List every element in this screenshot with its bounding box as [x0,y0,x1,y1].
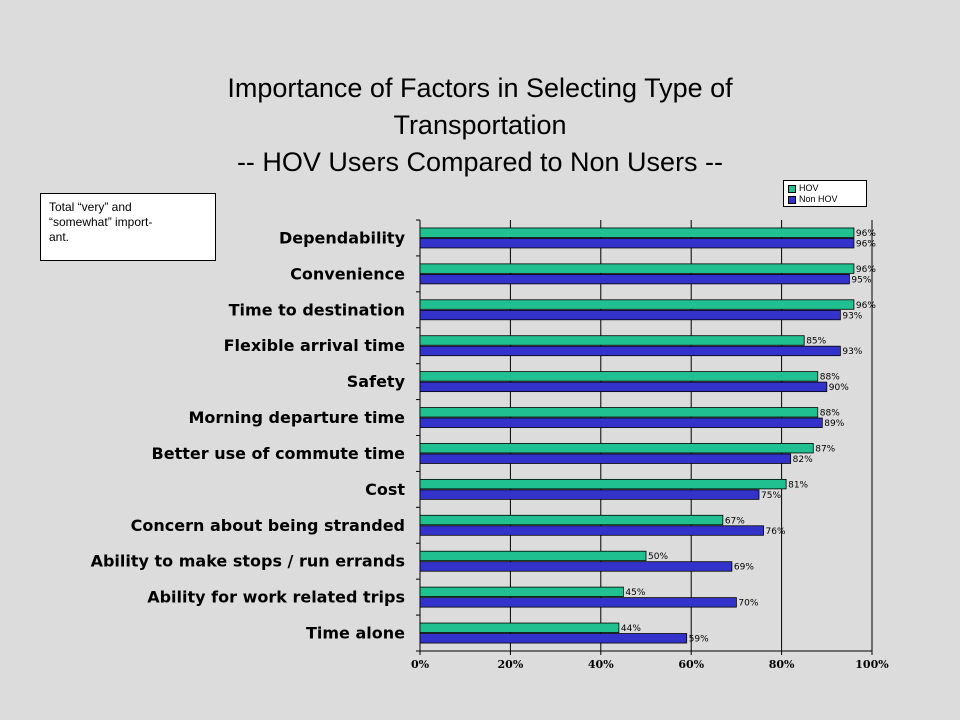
x-tick-label: 20% [498,658,524,671]
data-label-non-hov-cost: 75% [761,491,781,501]
bar-non-hov-better-use-of-commute-time [419,453,792,464]
title-line-1: Importance of Factors in Selecting Type … [227,73,733,103]
bar-hov-time-alone [419,622,620,633]
data-label-hov-safety: 88% [820,373,840,383]
bar-non-hov-time-alone [419,633,688,644]
category-label-time-alone: Time alone [306,624,405,643]
legend-swatch-non-hov [788,195,796,204]
bar-hov-safety [419,371,819,382]
plot-area [420,220,872,651]
bar-hov-convenience [419,263,855,274]
category-label-cost: Cost [365,480,405,499]
note-box: Total “very” and “somewhat” import- ant. [40,193,216,261]
bar-non-hov-concern-about-being-stranded [419,525,764,536]
title-line-3: -- HOV Users Compared to Non Users -- [236,147,724,177]
data-label-hov-convenience: 96% [856,265,876,275]
data-label-non-hov-convenience: 95% [851,275,871,285]
category-label-time-to-destination: Time to destination [229,300,405,319]
category-label-ability-to-make-stops-run-errands: Ability to make stops / run errands [91,552,405,571]
data-label-hov-time-alone: 44% [621,624,641,634]
x-tick-label: 0% [411,658,430,671]
category-label-safety: Safety [347,372,406,391]
data-label-non-hov-dependability: 96% [856,239,876,249]
bar-non-hov-morning-departure-time [419,417,823,428]
legend-item-non-hov: Non HOV [788,194,862,205]
bar-hov-concern-about-being-stranded [419,514,724,526]
bar-non-hov-dependability [419,238,855,249]
data-label-non-hov-better-use-of-commute-time: 82% [793,455,813,465]
data-label-non-hov-time-alone: 59% [689,635,709,645]
data-label-hov-dependability: 96% [856,229,876,239]
category-label-ability-for-work-related-trips: Ability for work related trips [147,588,405,607]
bar-non-hov-flexible-arrival-time [419,345,841,357]
note-line-1: Total “very” and [49,200,132,214]
data-label-hov-cost: 81% [788,480,808,490]
data-label-non-hov-morning-departure-time: 89% [824,419,844,429]
bar-hov-ability-for-work-related-trips [419,586,624,598]
legend-label-hov: HOV [799,183,819,193]
legend-label-non-hov: Non HOV [799,194,838,204]
data-label-hov-concern-about-being-stranded: 67% [725,516,745,526]
note-line-3: ant. [49,230,70,244]
category-label-convenience: Convenience [290,264,405,283]
data-label-non-hov-ability-to-make-stops-run-errands: 69% [734,563,754,573]
data-label-hov-ability-for-work-related-trips: 45% [625,588,645,598]
chart-title: Importance of Factors in Selecting Type … [0,70,960,181]
bar-hov-better-use-of-commute-time [419,443,814,454]
category-label-dependability: Dependability [279,228,406,247]
data-label-hov-time-to-destination: 96% [856,301,876,311]
bar-hov-cost [419,478,787,490]
data-label-hov-ability-to-make-stops-run-errands: 50% [648,552,668,562]
bar-hov-ability-to-make-stops-run-errands [419,550,647,562]
x-tick-label: 100% [855,658,889,671]
chart-legend: HOV Non HOV [783,180,867,207]
data-label-non-hov-flexible-arrival-time: 93% [842,347,862,357]
bar-non-hov-convenience [419,273,850,285]
note-line-2: “somewhat” import- [49,215,153,229]
data-label-non-hov-concern-about-being-stranded: 76% [766,527,786,537]
data-label-non-hov-time-to-destination: 93% [842,311,862,321]
bar-hov-dependability [419,227,855,238]
legend-swatch-hov [788,184,796,193]
x-tick-label: 80% [769,658,795,671]
bar-non-hov-cost [419,489,760,500]
data-label-non-hov-ability-for-work-related-trips: 70% [738,599,758,609]
x-tick-label: 60% [678,658,704,671]
bar-hov-time-to-destination [419,299,855,310]
data-label-non-hov-safety: 90% [829,383,849,393]
bar-non-hov-time-to-destination [419,309,841,321]
bar-non-hov-ability-to-make-stops-run-errands [419,561,733,572]
category-label-concern-about-being-stranded: Concern about being stranded [131,516,405,535]
bar-hov-flexible-arrival-time [419,335,805,346]
data-label-hov-better-use-of-commute-time: 87% [815,444,835,454]
data-label-hov-flexible-arrival-time: 85% [806,337,826,347]
title-line-2: Transportation [393,110,567,140]
x-tick-label: 40% [588,658,614,671]
bar-non-hov-ability-for-work-related-trips [419,597,737,608]
category-label-better-use-of-commute-time: Better use of commute time [152,444,406,463]
category-label-flexible-arrival-time: Flexible arrival time [224,336,406,355]
category-label-morning-departure-time: Morning departure time [188,408,405,427]
legend-item-hov: HOV [788,183,862,194]
bar-non-hov-safety [419,381,828,393]
bar-hov-morning-departure-time [419,407,819,418]
data-label-hov-morning-departure-time: 88% [820,409,840,419]
